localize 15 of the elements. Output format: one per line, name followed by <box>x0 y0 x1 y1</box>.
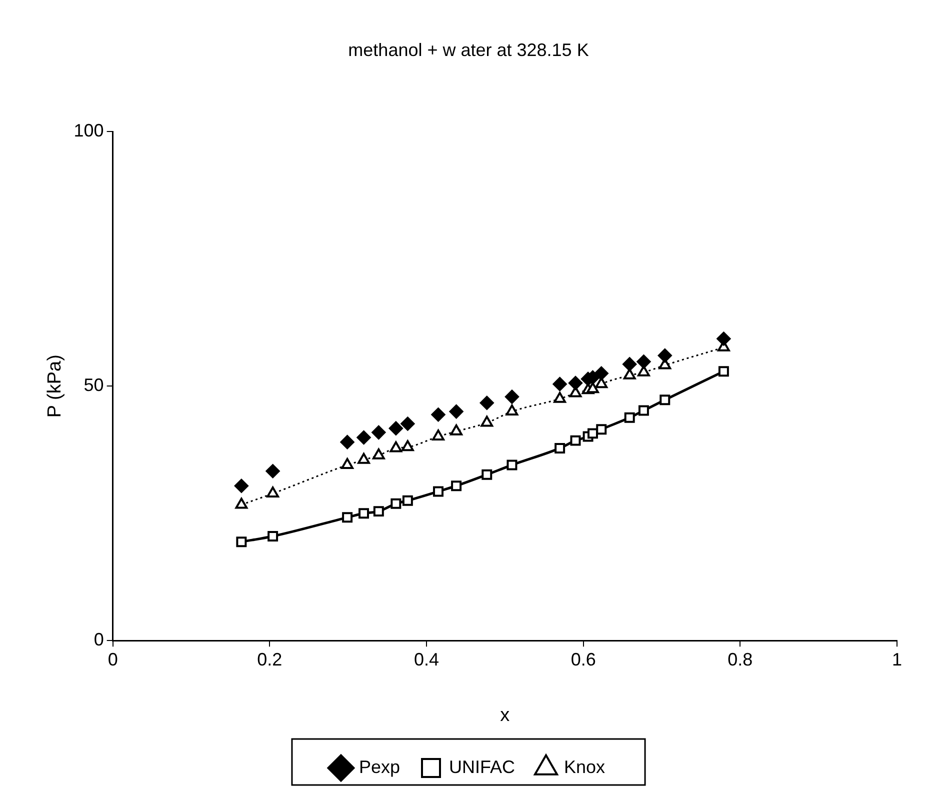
legend-label: UNIFAC <box>448 756 516 777</box>
x-tick-label: 0.4 <box>414 649 440 670</box>
y-tick-label: 0 <box>94 630 104 650</box>
x-tick-label: 0 <box>108 649 118 670</box>
y-tick-label: 50 <box>84 375 104 396</box>
x-tick-label: 0.8 <box>728 649 753 670</box>
y-axis-title: P (kPa) <box>44 354 66 418</box>
chart-title: methanol + w ater at 328.15 K <box>348 40 589 60</box>
legend-label: Pexp <box>358 756 400 777</box>
x-tick-label: 1 <box>892 649 902 670</box>
x-axis-title: x <box>500 704 510 726</box>
y-tick-label: 100 <box>74 120 104 141</box>
x-tick-label: 0.2 <box>257 649 282 670</box>
x-tick-label: 0.6 <box>570 649 596 670</box>
legend-label: Knox <box>564 756 606 777</box>
